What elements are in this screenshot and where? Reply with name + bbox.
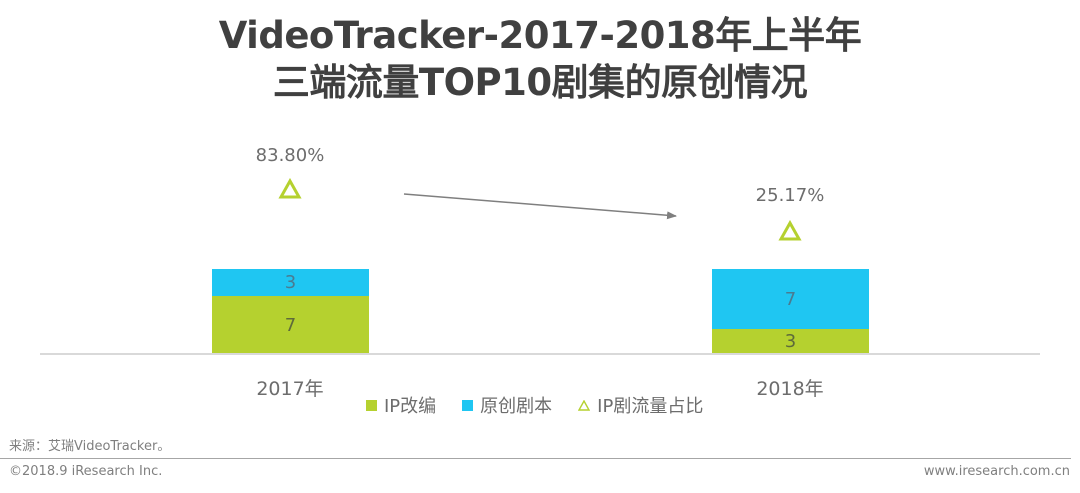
bar-segment-original-2017: 3 xyxy=(212,269,369,296)
website-link[interactable]: www.iresearch.com.cn xyxy=(923,464,1070,479)
source-note: 来源：艾瑞VideoTracker。 xyxy=(9,439,171,454)
legend-label: 原创剧本 xyxy=(480,396,553,417)
bar-segment-ip-2018: 3 xyxy=(712,329,869,354)
green-square-icon xyxy=(366,399,377,411)
triangle-outline-icon xyxy=(578,399,591,411)
x-axis-baseline xyxy=(40,353,1040,355)
blue-square-icon xyxy=(462,399,474,411)
legend-item-original-script: 原创剧本 xyxy=(462,392,552,418)
bar-segment-original-2018: 7 xyxy=(712,269,869,329)
legend-item-ip-share: IP剧流量占比 xyxy=(578,392,703,418)
x-axis-label-2018: 2018年 xyxy=(756,378,824,400)
bar-segment-ip-2017: 7 xyxy=(212,296,369,354)
bar-2017: 3 7 xyxy=(212,269,369,354)
chart-title: VideoTracker-2017-2018年上半年 三端流量TOP10剧集的原… xyxy=(0,12,1080,106)
chart-title-line-2: 三端流量TOP10剧集的原创情况 xyxy=(272,61,808,104)
ip-share-label-2017: 83.80% xyxy=(255,145,325,166)
legend-label: IP剧流量占比 xyxy=(597,396,704,417)
ip-share-label-2018: 25.17% xyxy=(755,185,825,206)
triangle-marker-icon-2018 xyxy=(778,220,802,241)
triangle-marker-icon-2017 xyxy=(278,178,302,199)
bar-2018: 7 3 xyxy=(712,269,869,354)
chart-legend: IP改编 原创剧本 IP剧流量占比 xyxy=(366,392,729,418)
chart-title-line-1: VideoTracker-2017-2018年上半年 xyxy=(218,14,862,57)
legend-label: IP改编 xyxy=(384,396,437,417)
x-axis-label-2017: 2017年 xyxy=(256,378,324,400)
legend-item-ip-adaptation: IP改编 xyxy=(366,392,436,418)
footer-divider xyxy=(0,458,1071,459)
copyright-text: ©2018.9 iResearch Inc. xyxy=(9,464,163,479)
